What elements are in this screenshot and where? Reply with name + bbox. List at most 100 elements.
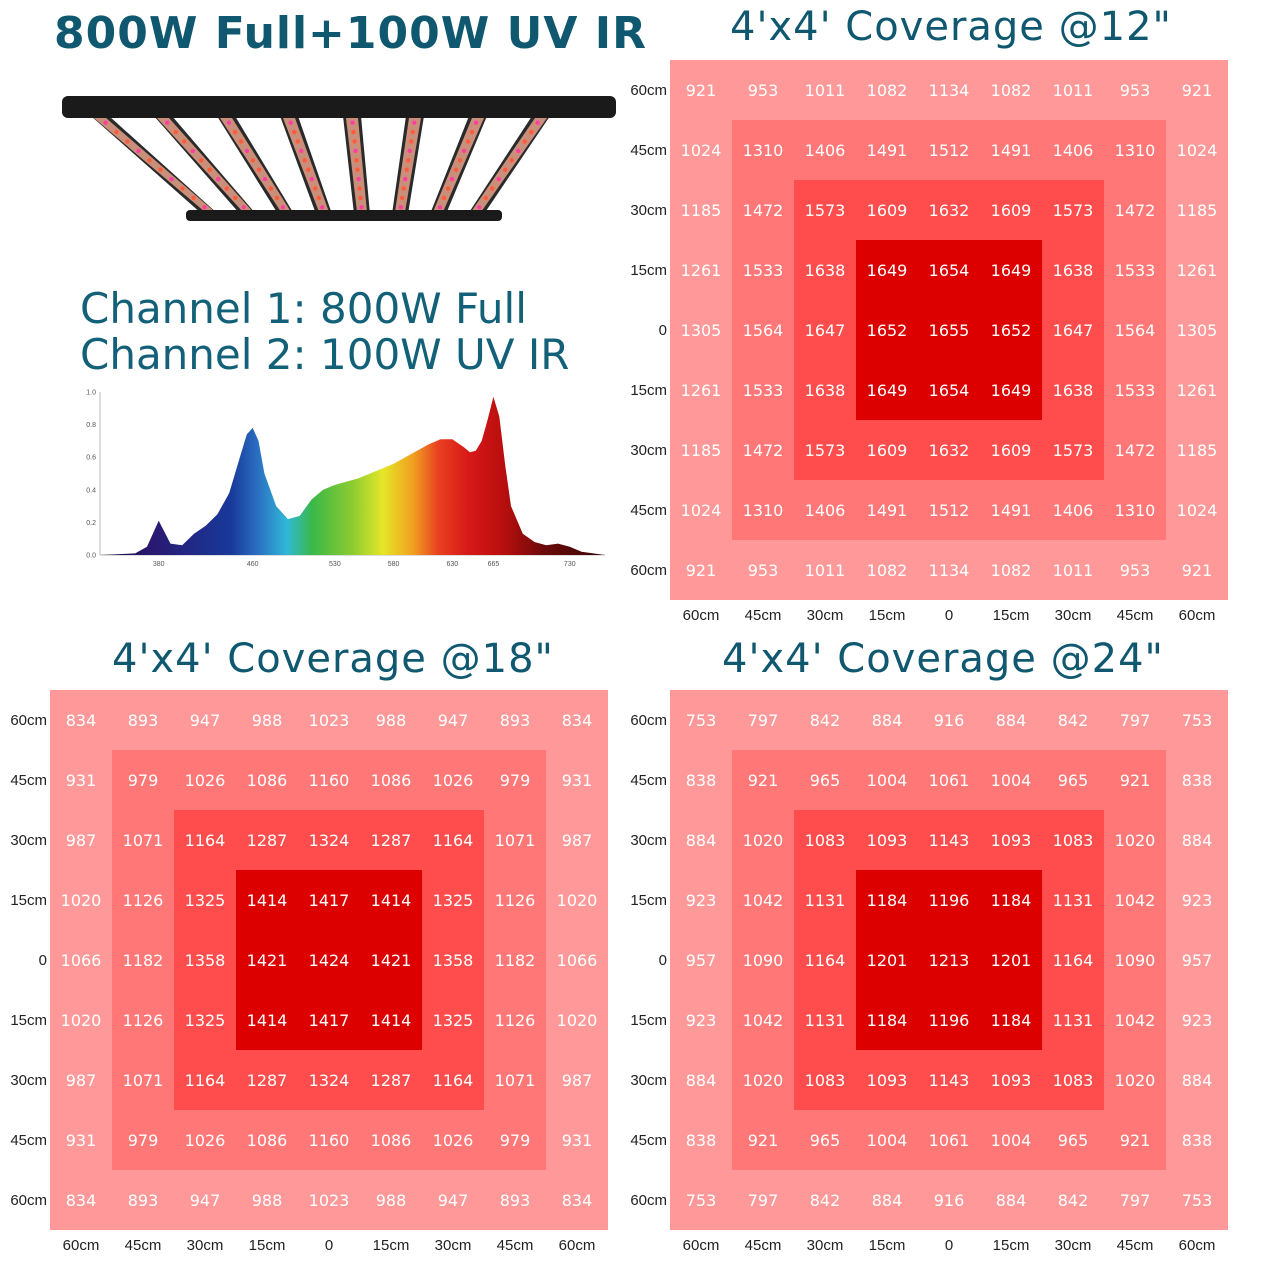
ppfd-value: 953 [1120,81,1151,100]
row-label: 15cm [630,262,667,279]
coverage-18-heatmap: 834 893 947 988 1023 988 947 893 834 931 979 1026 10… [10,690,608,1254]
ppfd-value: 1182 [495,951,536,970]
ppfd-value: 1573 [805,201,846,220]
ppfd-value: 834 [562,1191,593,1210]
ppfd-value: 1421 [371,951,412,970]
col-label: 30cm [187,1237,224,1254]
coverage-18-title: 4'x4' Coverage @18" [112,636,554,682]
ppfd-value: 753 [686,711,717,730]
coverage-12-heatmap: 921 953 1011 1082 1134 1082 1011 953 921 1024 1310… [630,60,1228,624]
ppfd-value: 988 [252,711,283,730]
ppfd-value: 1160 [309,771,350,790]
ppfd-value: 1472 [1115,201,1156,220]
ppfd-value: 884 [686,831,717,850]
ppfd-value: 931 [562,1131,593,1150]
ppfd-value: 1310 [743,141,784,160]
ppfd-value: 1143 [929,1071,970,1090]
ppfd-value: 842 [810,1191,841,1210]
ppfd-value: 834 [66,1191,97,1210]
ppfd-value: 1011 [805,81,846,100]
ppfd-value: 1134 [929,81,970,100]
ppfd-value: 834 [66,711,97,730]
ppfd-value: 988 [376,711,407,730]
col-label: 45cm [745,1237,782,1254]
row-label: 15cm [10,892,47,909]
ppfd-value: 921 [1120,771,1151,790]
ppfd-value: 1512 [929,141,970,160]
ppfd-value: 947 [438,1191,469,1210]
col-label: 45cm [1117,607,1154,624]
ppfd-value: 965 [1058,771,1089,790]
row-label: 60cm [630,712,667,729]
ppfd-value: 987 [66,1071,97,1090]
ppfd-value: 1196 [929,1011,970,1030]
ppfd-value: 979 [500,1131,531,1150]
ppfd-value: 1325 [185,1011,226,1030]
ppfd-value: 1184 [867,1011,908,1030]
ppfd-value: 1261 [1177,381,1218,400]
ppfd-value: 1093 [991,1071,1032,1090]
ppfd-value: 1424 [309,951,350,970]
ppfd-value: 1093 [991,831,1032,850]
row-label: 15cm [630,382,667,399]
ppfd-value: 921 [748,771,779,790]
ppfd-value: 931 [66,771,97,790]
ppfd-value: 1512 [929,501,970,520]
ppfd-value: 1026 [433,1131,474,1150]
ppfd-value: 947 [190,1191,221,1210]
led-bar [392,116,424,214]
spectrum-x-tick: 460 [247,561,259,568]
ppfd-value: 979 [128,1131,159,1150]
row-label: 30cm [630,832,667,849]
row-label: 45cm [10,1132,47,1149]
ppfd-value: 1061 [929,771,970,790]
ppfd-value: 1491 [991,141,1032,160]
ppfd-value: 1042 [743,891,784,910]
ppfd-value: 1071 [495,831,536,850]
ppfd-value: 1632 [929,441,970,460]
ppfd-value: 923 [686,1011,717,1030]
coverage-24-title: 4'x4' Coverage @24" [722,636,1164,682]
ppfd-value: 1414 [371,1011,412,1030]
ppfd-value: 1573 [1053,201,1094,220]
ppfd-value: 1533 [1115,261,1156,280]
row-label: 60cm [630,82,667,99]
ppfd-value: 884 [872,1191,903,1210]
ppfd-value: 1020 [743,831,784,850]
ppfd-value: 893 [128,1191,159,1210]
row-label: 0 [659,952,667,969]
ppfd-value: 797 [748,1191,779,1210]
ppfd-value: 842 [810,711,841,730]
ppfd-value: 884 [1182,1071,1213,1090]
ppfd-value: 923 [686,891,717,910]
row-label: 45cm [630,502,667,519]
ppfd-value: 1086 [371,771,412,790]
row-label: 30cm [630,442,667,459]
row-label: 15cm [630,892,667,909]
ppfd-value: 1024 [681,501,722,520]
ppfd-value: 1086 [371,1131,412,1150]
ppfd-value: 921 [1182,561,1213,580]
col-label: 0 [325,1237,333,1254]
ppfd-value: 1164 [433,831,474,850]
ppfd-value: 1406 [1053,501,1094,520]
ppfd-value: 1024 [1177,141,1218,160]
ppfd-value: 1638 [805,261,846,280]
ppfd-value: 1638 [1053,261,1094,280]
ppfd-value: 1020 [61,1011,102,1030]
ppfd-value: 1164 [185,1071,226,1090]
ppfd-value: 1573 [1053,441,1094,460]
ppfd-value: 1472 [743,441,784,460]
ppfd-value: 1261 [681,261,722,280]
led-bar [468,116,550,214]
ppfd-value: 921 [1182,81,1213,100]
ppfd-value: 893 [500,711,531,730]
ppfd-value: 1417 [309,1011,350,1030]
ppfd-value: 1082 [991,81,1032,100]
ppfd-value: 1213 [929,951,970,970]
ppfd-value: 1020 [61,891,102,910]
ppfd-value: 1164 [185,831,226,850]
ppfd-value: 1310 [1115,141,1156,160]
ppfd-value: 1083 [1053,1071,1094,1090]
ppfd-value: 1638 [805,381,846,400]
